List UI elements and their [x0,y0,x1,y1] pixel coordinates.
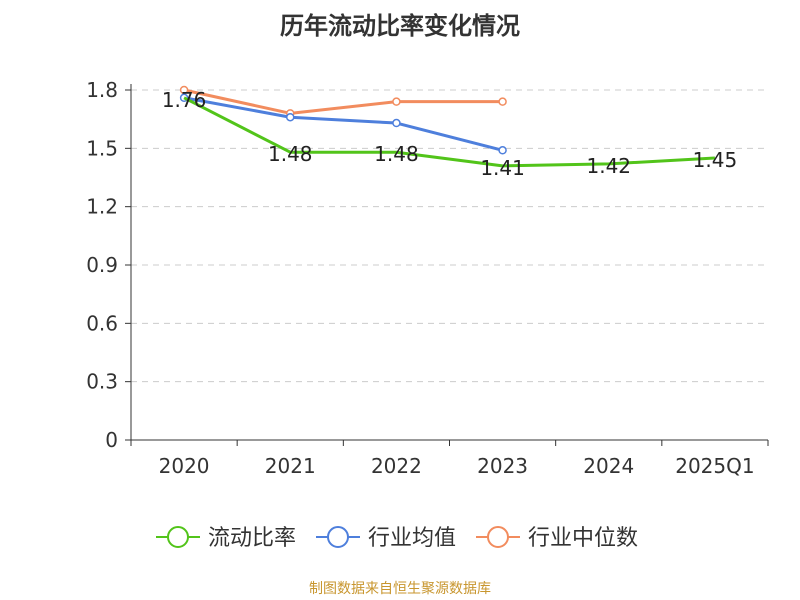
legend-marker [487,526,509,548]
grid-lines [131,89,768,383]
data-label: 1.76 [162,88,207,112]
data-label: 1.48 [268,142,313,166]
source-note: 制图数据来自恒生聚源数据库 [309,581,491,597]
y-tick-label: 0.3 [86,370,118,394]
series-line-2 [183,96,503,152]
y-tick-label: 0 [105,428,118,452]
x-tick-label: 2021 [265,454,316,478]
series-line-3 [183,88,503,115]
chart-title: 历年流动比率变化情况 [280,12,520,40]
x-tick-label: 2020 [159,454,210,478]
legend-label: 流动比率 [208,526,296,551]
data-label: 1.41 [480,156,525,180]
y-tick-label: 0.6 [86,311,118,335]
axes: 0 0.3 0.6 0.9 1.2 1.5 1.8 2020 2021 2022 2023 2024 2… [86,78,769,478]
series-point [286,112,295,122]
data-label: 1.48 [374,142,419,166]
y-tick-label: 0.9 [86,253,118,277]
data-label: 1.42 [586,154,631,178]
series-point [392,118,401,128]
x-tick-label: 2025Q1 [675,454,754,478]
data-labels: 1.76 1.48 1.48 1.41 1.42 1.45 [162,88,737,180]
y-tick-label: 1.2 [86,195,118,219]
legend-label: 行业中位数 [528,526,638,551]
x-tick-label: 2023 [477,454,528,478]
legend-item-1: 流动比率 [156,526,296,551]
series-line-1 [183,96,715,168]
legend-label: 行业均值 [368,526,456,551]
series-lines [179,85,715,168]
legend-marker [167,526,189,548]
series-point [498,97,507,106]
series-point [179,85,189,95]
x-tick-label: 2022 [371,454,422,478]
legend-item-3: 行业中位数 [476,526,638,551]
data-label: 1.45 [693,148,738,172]
series-point [392,97,401,106]
y-tick-label: 1.8 [86,78,118,102]
series-point [498,146,507,155]
y-tick-label: 1.5 [86,136,118,160]
x-tick-label: 2024 [583,454,634,478]
legend-marker [327,526,349,548]
legend: 流动比率 行业均值 行业中位数 [156,526,638,551]
legend-item-2: 行业均值 [316,526,456,551]
